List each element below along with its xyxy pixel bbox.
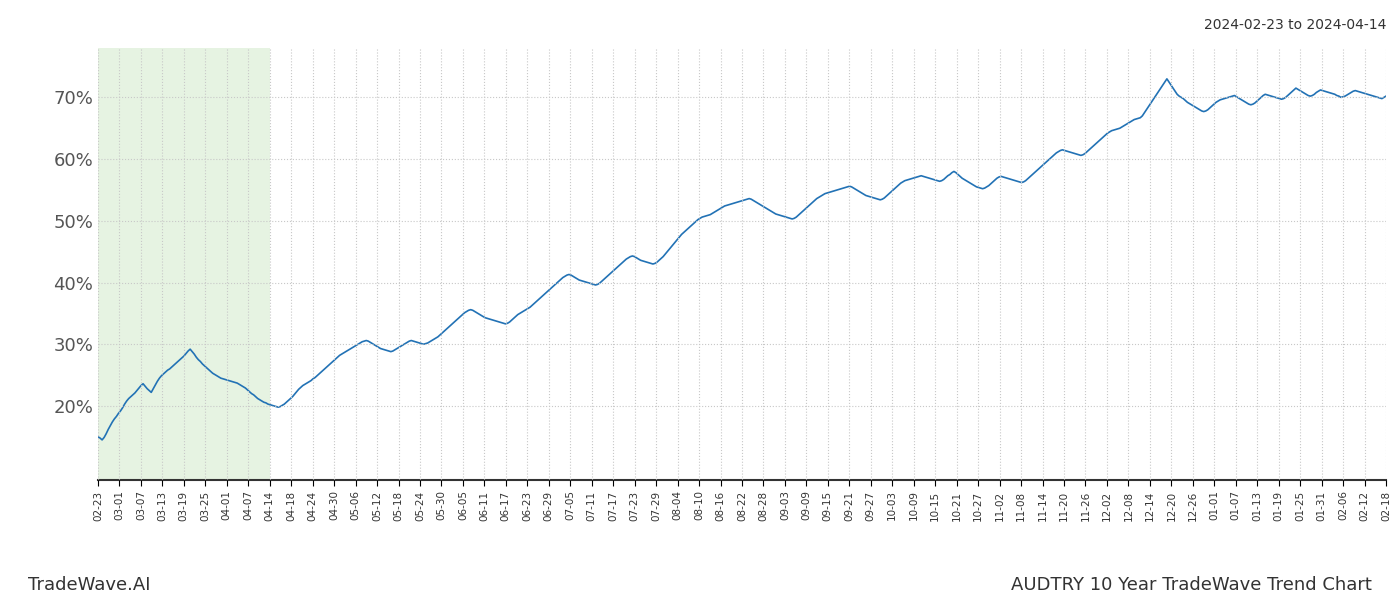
Text: TradeWave.AI: TradeWave.AI [28, 576, 151, 594]
Bar [98, 48, 270, 480]
Text: 2024-02-23 to 2024-04-14: 2024-02-23 to 2024-04-14 [1204, 18, 1386, 32]
Text: AUDTRY 10 Year TradeWave Trend Chart: AUDTRY 10 Year TradeWave Trend Chart [1011, 576, 1372, 594]
